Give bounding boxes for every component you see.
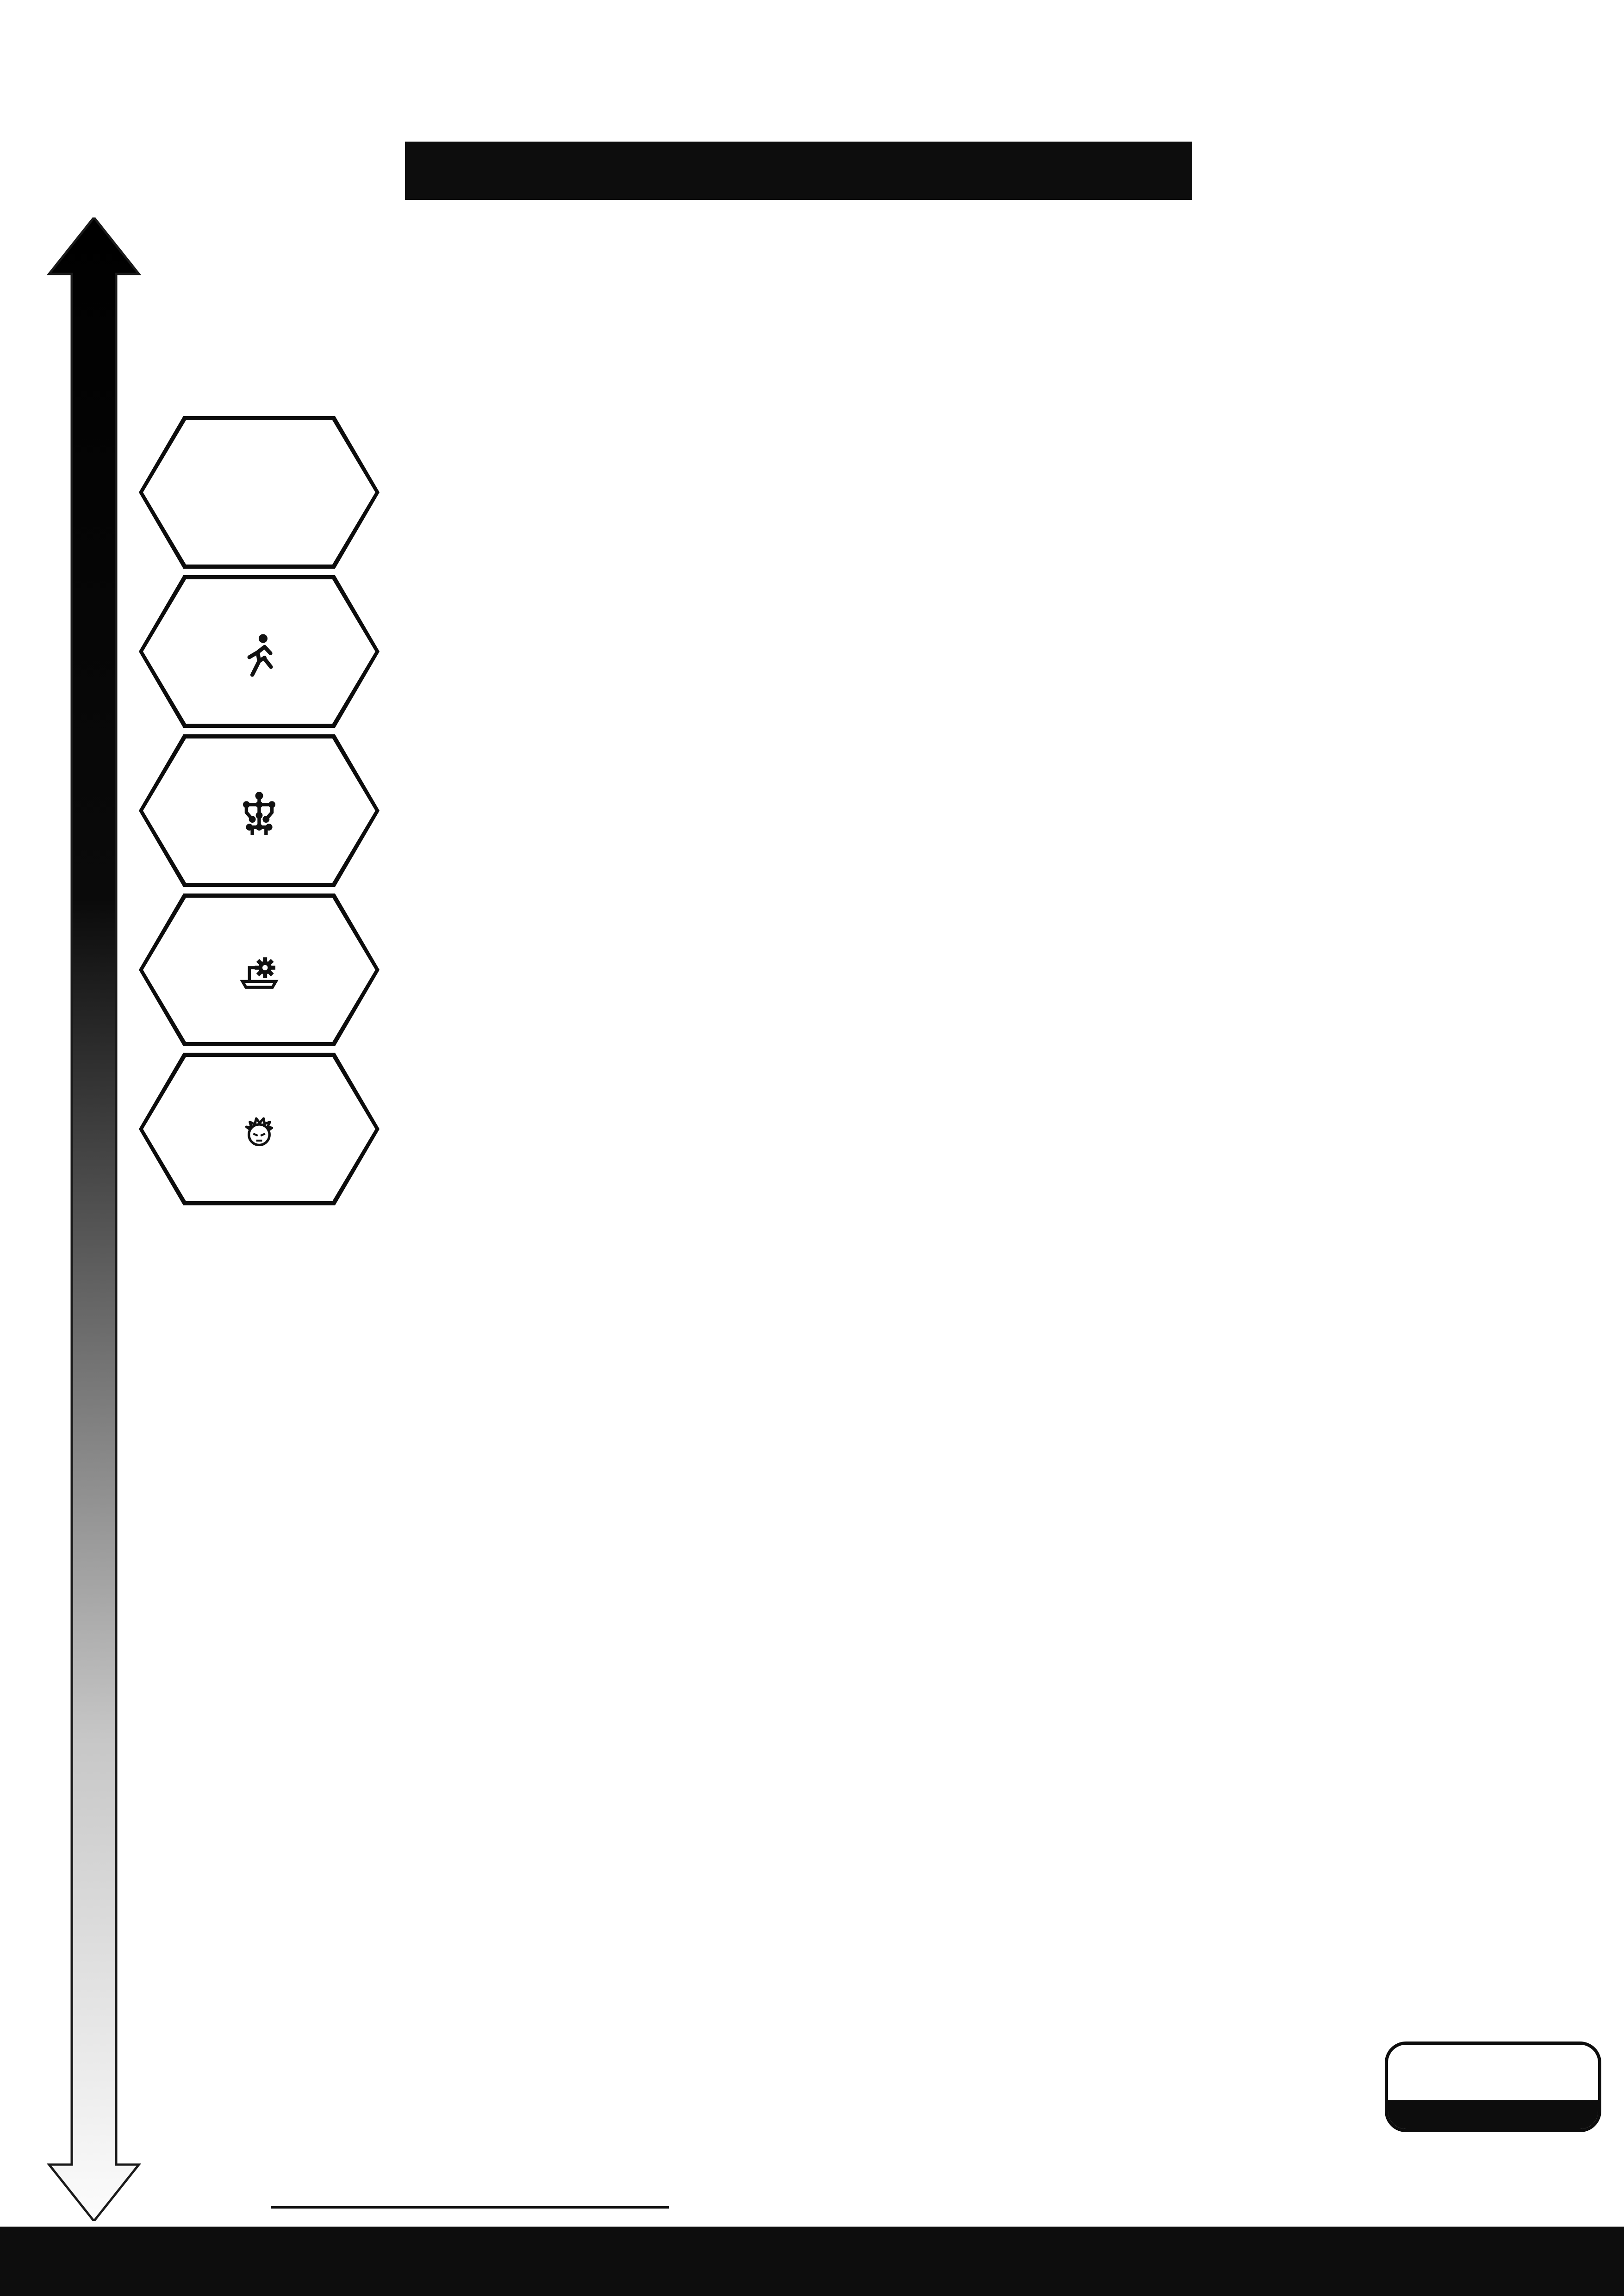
goal-hex[interactable]: [139, 416, 380, 569]
hex-content: [139, 894, 380, 1046]
rig-network-logo-icon: [1374, 121, 1582, 343]
skill-hex[interactable]: [139, 894, 380, 1046]
walk-icon: [235, 631, 284, 680]
advanced-label: [59, 319, 129, 750]
hex-fill: [143, 420, 375, 565]
footer-bar: [0, 2227, 1624, 2296]
total-score-box[interactable]: [1385, 2042, 1601, 2132]
road-icon: [819, 2116, 921, 2185]
maker-tools-badge-icon: [1296, 2137, 1375, 2216]
start-here: [541, 2116, 1199, 2185]
skill-hex[interactable]: [139, 734, 380, 887]
hex-content: [139, 1053, 380, 1205]
laptop-gear-icon: [235, 949, 284, 998]
hex-fill: [143, 1057, 375, 1201]
hex-content: [139, 416, 380, 569]
face-icon: [235, 1108, 284, 1157]
total-score-label: [1388, 2100, 1598, 2129]
rig-icon: [235, 790, 284, 839]
skill-hex[interactable]: [139, 575, 380, 728]
name-input-line[interactable]: [271, 2206, 669, 2209]
subtitle-banner: [405, 142, 1192, 200]
level-gradient-arrow: [41, 215, 147, 2223]
basics-label: [59, 1888, 129, 2156]
hex-content: [139, 734, 380, 887]
hex-content: [139, 575, 380, 728]
skill-hex[interactable]: [139, 1053, 380, 1205]
